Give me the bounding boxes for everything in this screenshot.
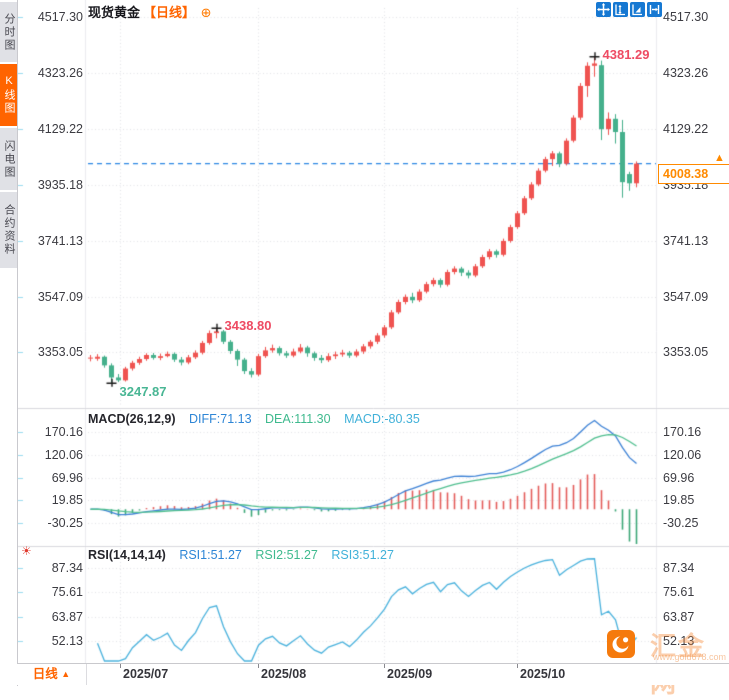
rsi3-value: RSI3:51.27 <box>331 548 394 562</box>
macd-diff-value: DIFF:71.13 <box>189 412 252 426</box>
rsi-header: RSI(14,14,14) RSI1:51.27 RSI2:51.27 RSI3… <box>88 548 394 562</box>
go-latest-icon[interactable] <box>647 2 662 17</box>
swing-high-marker: 3438.80 <box>224 317 272 333</box>
symbol-name: 现货黄金 <box>88 5 141 20</box>
sidebar: 分时图 K线图闪电图合约资料 <box>0 0 18 686</box>
macd-y-label: 120.06 <box>663 447 702 462</box>
macd-value: MACD:-80.35 <box>344 412 420 426</box>
sidebar-tab-4[interactable]: 合约资料 <box>0 192 17 268</box>
macd-y-label: -30.25 <box>47 516 83 530</box>
watermark-site-url: www.gold678.com <box>653 652 727 662</box>
rsi-y-label: 63.87 <box>51 609 83 624</box>
x-axis-tick <box>517 664 518 668</box>
low-price-marker: 3247.87 <box>119 383 167 399</box>
period-selector[interactable]: 日线 ▲ <box>17 664 87 685</box>
rsi-y-label: 63.87 <box>663 609 695 624</box>
macd-y-label: 69.96 <box>663 470 695 485</box>
main-y-label: 3935.18 <box>37 177 83 192</box>
main-y-label: 4129.22 <box>663 121 709 136</box>
triangle-up-icon: ▲ <box>61 669 71 679</box>
macd-y-label: 170.16 <box>663 425 702 439</box>
macd-y-label: 120.06 <box>44 447 83 462</box>
rsi-y-label: 87.34 <box>51 561 83 575</box>
main-y-label: 3547.09 <box>37 289 83 304</box>
period-tag: 【日线】 <box>143 5 196 20</box>
main-y-label: 4129.22 <box>37 121 83 136</box>
macd-title: MACD(26,12,9) <box>88 412 176 426</box>
x-axis-tick <box>384 664 385 668</box>
sidebar-tab-3[interactable]: 闪电图 <box>0 128 17 190</box>
macd-dea-value: DEA:111.30 <box>265 412 331 426</box>
rsi-y-label: 87.34 <box>663 561 695 575</box>
macd-y-label: -30.25 <box>663 516 699 530</box>
x-axis-month-label: 2025/10 <box>520 667 566 681</box>
macd-y-label: 69.96 <box>51 470 83 485</box>
rsi-y-label: 75.61 <box>51 585 83 600</box>
x-axis-tick <box>120 664 121 668</box>
main-y-label: 3741.13 <box>663 233 709 248</box>
main-y-label: 4517.30 <box>663 10 709 24</box>
indicator-settings-icon[interactable]: ⊕ <box>200 5 212 20</box>
x-axis-month-label: 2025/07 <box>123 667 169 681</box>
x-axis-month-label: 2025/08 <box>261 667 307 681</box>
sidebar-tab-1[interactable]: 分时图 <box>0 2 17 62</box>
main-y-label: 3353.05 <box>37 345 83 360</box>
rsi-y-label: 52.13 <box>663 634 695 649</box>
chart-title-row: 现货黄金 【日线】 ⊕ <box>88 2 212 20</box>
chart-canvas[interactable] <box>0 0 729 684</box>
rsi2-value: RSI2:51.27 <box>255 548 318 562</box>
main-y-label: 3547.09 <box>663 289 709 304</box>
rsi-title: RSI(14,14,14) <box>88 548 166 562</box>
rsi-settings-icon[interactable]: ☀ <box>21 544 32 558</box>
x-axis-month-label: 2025/09 <box>387 667 433 681</box>
huijin-logo <box>607 630 635 663</box>
bottom-bar: 日线 ▲ 2025/07 2025/08 2025/09 2025/10 <box>17 663 729 685</box>
main-y-label: 3353.05 <box>663 345 709 360</box>
rsi-y-label: 52.13 <box>51 634 83 649</box>
pan-crosshair-icon[interactable] <box>596 2 611 17</box>
price-up-arrow-icon: ▲ <box>714 151 725 164</box>
macd-y-label: 19.85 <box>663 493 695 508</box>
main-y-label: 4323.26 <box>37 65 83 80</box>
scale-y-axis-icon[interactable] <box>613 2 628 17</box>
macd-y-label: 170.16 <box>44 425 83 439</box>
current-price-label: 4008.38 <box>658 164 729 185</box>
auto-fit-icon[interactable] <box>630 2 645 17</box>
macd-y-label: 19.85 <box>51 493 83 508</box>
x-axis-tick <box>258 664 259 668</box>
main-y-label: 3741.13 <box>37 233 83 248</box>
high-price-marker: 4381.29 <box>602 47 650 63</box>
rsi1-value: RSI1:51.27 <box>179 548 242 562</box>
sidebar-tab-2[interactable]: K线图 <box>0 64 17 126</box>
chart-toolbar <box>596 2 662 17</box>
main-y-label: 4517.30 <box>37 10 83 24</box>
macd-header: MACD(26,12,9) DIFF:71.13 DEA:111.30 MACD… <box>88 412 420 426</box>
main-y-label: 4323.26 <box>663 65 709 80</box>
rsi-y-label: 75.61 <box>663 585 695 600</box>
